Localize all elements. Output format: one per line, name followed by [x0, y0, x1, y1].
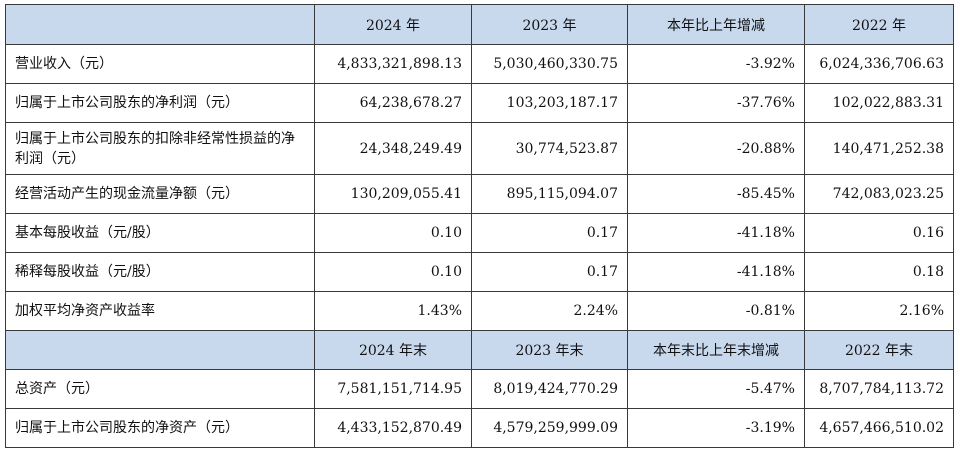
row-label: 营业收入（元）	[5, 44, 315, 84]
cell-2024: 4,433,152,870.49	[314, 408, 472, 448]
header-change: 本年比上年增减	[627, 4, 805, 45]
header-blank-cell	[5, 4, 315, 45]
cell-2022: 140,471,252.38	[804, 122, 954, 175]
table-row: 归属于上市公司股东的净资产（元） 4,433,152,870.49 4,579,…	[5, 408, 954, 448]
cell-2024: 7,581,151,714.95	[314, 369, 472, 409]
row-label: 基本每股收益（元/股）	[5, 213, 315, 253]
cell-2022: 102,022,883.31	[804, 83, 954, 123]
cell-2022: 2.16%	[804, 291, 954, 331]
header-2022: 2022 年	[804, 4, 954, 45]
cell-2022: 8,707,784,113.72	[804, 369, 954, 409]
header-2024-end: 2024 年末	[314, 330, 472, 370]
table-row: 归属于上市公司股东的扣除非经常性损益的净利润（元） 24,348,249.49 …	[5, 122, 954, 175]
cell-2024: 0.10	[314, 213, 472, 253]
header-2023: 2023 年	[471, 4, 628, 45]
header-change-end: 本年末比上年末增减	[627, 330, 805, 370]
cell-2024: 130,209,055.41	[314, 174, 472, 214]
cell-2023: 0.17	[471, 252, 628, 292]
header-blank-cell	[5, 330, 315, 370]
cell-2024: 4,833,321,898.13	[314, 44, 472, 84]
cell-2024: 64,238,678.27	[314, 83, 472, 123]
row-label: 总资产（元）	[5, 369, 315, 409]
cell-change: -5.47%	[627, 369, 805, 409]
row-label: 经营活动产生的现金流量净额（元）	[5, 174, 315, 214]
cell-2022: 0.16	[804, 213, 954, 253]
header-row-years: 2024 年 2023 年 本年比上年增减 2022 年	[5, 4, 954, 45]
cell-2023: 4,579,259,999.09	[471, 408, 628, 448]
cell-change: -85.45%	[627, 174, 805, 214]
row-label: 归属于上市公司股东的净利润（元）	[5, 83, 315, 123]
table-row: 稀释每股收益（元/股） 0.10 0.17 -41.18% 0.18	[5, 252, 954, 292]
cell-2023: 895,115,094.07	[471, 174, 628, 214]
table-row: 总资产（元） 7,581,151,714.95 8,019,424,770.29…	[5, 369, 954, 409]
table-row: 基本每股收益（元/股） 0.10 0.17 -41.18% 0.16	[5, 213, 954, 253]
cell-2023: 5,030,460,330.75	[471, 44, 628, 84]
row-label: 稀释每股收益（元/股）	[5, 252, 315, 292]
cell-2023: 30,774,523.87	[471, 122, 628, 175]
cell-change: -0.81%	[627, 291, 805, 331]
table-row: 营业收入（元） 4,833,321,898.13 5,030,460,330.7…	[5, 44, 954, 84]
cell-2024: 1.43%	[314, 291, 472, 331]
cell-2023: 103,203,187.17	[471, 83, 628, 123]
row-label: 归属于上市公司股东的净资产（元）	[5, 408, 315, 448]
table-row: 经营活动产生的现金流量净额（元） 130,209,055.41 895,115,…	[5, 174, 954, 214]
header-2022-end: 2022 年末	[804, 330, 954, 370]
cell-2022: 4,657,466,510.02	[804, 408, 954, 448]
cell-2024: 24,348,249.49	[314, 122, 472, 175]
cell-change: -3.92%	[627, 44, 805, 84]
cell-2022: 6,024,336,706.63	[804, 44, 954, 84]
header-row-year-end: 2024 年末 2023 年末 本年末比上年末增减 2022 年末	[5, 330, 954, 370]
cell-2022: 742,083,023.25	[804, 174, 954, 214]
cell-2023: 0.17	[471, 213, 628, 253]
cell-2023: 8,019,424,770.29	[471, 369, 628, 409]
key-financial-data-table: 2024 年 2023 年 本年比上年增减 2022 年 营业收入（元） 4,8…	[5, 4, 954, 448]
cell-2022: 0.18	[804, 252, 954, 292]
cell-change: -37.76%	[627, 83, 805, 123]
table-row: 加权平均净资产收益率 1.43% 2.24% -0.81% 2.16%	[5, 291, 954, 331]
row-label: 加权平均净资产收益率	[5, 291, 315, 331]
cell-change: -41.18%	[627, 213, 805, 253]
header-2023-end: 2023 年末	[471, 330, 628, 370]
header-2024: 2024 年	[314, 4, 472, 45]
cell-change: -3.19%	[627, 408, 805, 448]
table-row: 归属于上市公司股东的净利润（元） 64,238,678.27 103,203,1…	[5, 83, 954, 123]
cell-change: -20.88%	[627, 122, 805, 175]
cell-2023: 2.24%	[471, 291, 628, 331]
cell-change: -41.18%	[627, 252, 805, 292]
row-label: 归属于上市公司股东的扣除非经常性损益的净利润（元）	[5, 122, 315, 175]
cell-2024: 0.10	[314, 252, 472, 292]
